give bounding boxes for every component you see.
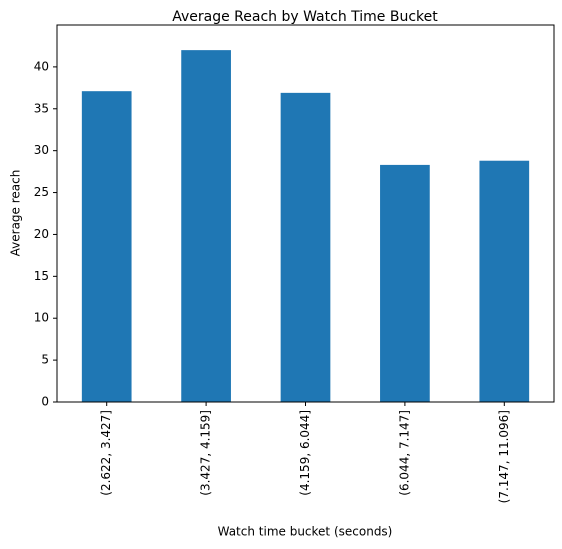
bar [380,164,430,402]
x-tick-label: (7.147, 11.096] [497,410,511,503]
chart-title: Average Reach by Watch Time Bucket [172,9,438,25]
y-tick-label: 35 [34,101,49,115]
bar [479,160,530,402]
y-tick-label: 0 [41,395,49,409]
y-tick-label: 15 [34,269,49,283]
y-tick-label: 25 [34,185,49,199]
x-tick-label: (4.159, 6.044] [298,410,312,496]
x-tick-label: (3.427, 4.159] [199,410,213,496]
x-tick-label: (2.622, 3.427] [99,410,113,496]
bar [181,50,231,403]
y-tick-label: 5 [41,353,49,367]
y-tick-label: 20 [34,227,49,241]
y-tick-label: 30 [34,143,49,157]
x-axis-label: Watch time bucket (seconds) [218,525,393,539]
y-tick-label: 10 [34,311,49,325]
bar [280,92,331,403]
y-tick-label: 40 [34,59,49,73]
plot-frame [56,24,555,403]
y-axis-label: Average reach [9,170,23,257]
x-tick-label: (6.044, 7.147] [397,410,411,496]
bar [81,91,132,402]
